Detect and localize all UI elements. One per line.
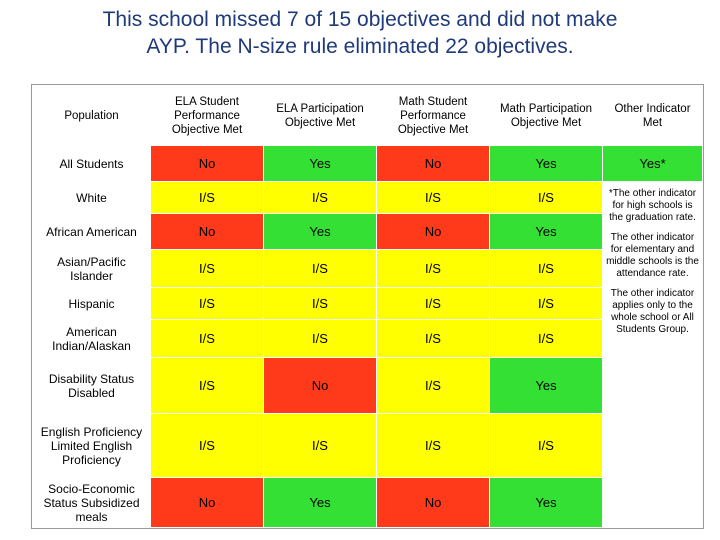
cell-value: No <box>150 213 264 250</box>
header-other-indicator: Other Indicator Met <box>602 85 703 146</box>
row-label: All Students <box>32 145 151 182</box>
cell-value: I/S <box>150 357 264 414</box>
cell-value: No <box>376 477 490 528</box>
other-indicator-value: Yes* <box>602 145 703 182</box>
row-label: Disability Status Disabled <box>32 357 151 414</box>
cell-value: Yes <box>489 477 603 528</box>
cell-value: No <box>263 357 377 414</box>
row-label: African American <box>32 213 151 250</box>
row-label: Socio-Economic Status Subsidized meals <box>32 477 151 528</box>
note-high-schools: *The other indicator for high schools is… <box>608 188 697 223</box>
cell-value: I/S <box>376 181 490 214</box>
cell-value: Yes <box>263 145 377 182</box>
cell-value: No <box>376 145 490 182</box>
cell-value: I/S <box>376 249 490 288</box>
row-label: Hispanic <box>32 287 151 320</box>
cell-value: I/S <box>150 181 264 214</box>
cell-value: I/S <box>150 413 264 478</box>
header-math-performance: Math Student Performance Objective Met <box>376 85 490 146</box>
page-title: This school missed 7 of 15 objectives an… <box>0 6 720 60</box>
cell-value: I/S <box>489 181 603 214</box>
cell-value: I/S <box>376 357 490 414</box>
cell-value: No <box>376 213 490 250</box>
cell-value: I/S <box>263 413 377 478</box>
cell-value: No <box>150 145 264 182</box>
notes-column: *The other indicator for high schools is… <box>602 181 703 528</box>
header-math-participation: Math Participation Objective Met <box>489 85 603 146</box>
row-label: White <box>32 181 151 214</box>
cell-value: Yes <box>263 213 377 250</box>
note-elementary-middle: The other indicator for elementary and m… <box>606 232 699 279</box>
cell-value: I/S <box>489 413 603 478</box>
cell-value: I/S <box>263 319 377 358</box>
row-label: American Indian/Alaskan <box>32 319 151 358</box>
cell-value: I/S <box>150 249 264 288</box>
header-ela-participation: ELA Participation Objective Met <box>263 85 377 146</box>
cell-value: I/S <box>150 287 264 320</box>
cell-value: Yes <box>489 213 603 250</box>
title-line-2: AYP. The N-size rule eliminated 22 objec… <box>146 35 574 58</box>
row-label: Asian/Pacific Islander <box>32 249 151 288</box>
cell-value: No <box>150 477 264 528</box>
cell-value: I/S <box>263 181 377 214</box>
header-ela-performance: ELA Student Performance Objective Met <box>150 85 264 146</box>
cell-value: I/S <box>263 249 377 288</box>
cell-value: Yes <box>489 357 603 414</box>
row-label: English Proficiency Limited English Prof… <box>32 413 151 478</box>
cell-value: Yes <box>263 477 377 528</box>
cell-value: I/S <box>150 319 264 358</box>
cell-value: Yes <box>489 145 603 182</box>
cell-value: I/S <box>489 319 603 358</box>
cell-value: I/S <box>489 249 603 288</box>
note-whole-school: The other indicator applies only to the … <box>610 288 695 335</box>
cell-value: I/S <box>376 319 490 358</box>
title-line-1: This school missed 7 of 15 objectives an… <box>102 8 618 31</box>
cell-value: I/S <box>376 287 490 320</box>
cell-value: I/S <box>376 413 490 478</box>
ayp-objectives-table: Population ELA Student Performance Objec… <box>31 84 704 529</box>
cell-value: I/S <box>489 287 603 320</box>
header-population: Population <box>32 85 151 146</box>
cell-value: I/S <box>263 287 377 320</box>
